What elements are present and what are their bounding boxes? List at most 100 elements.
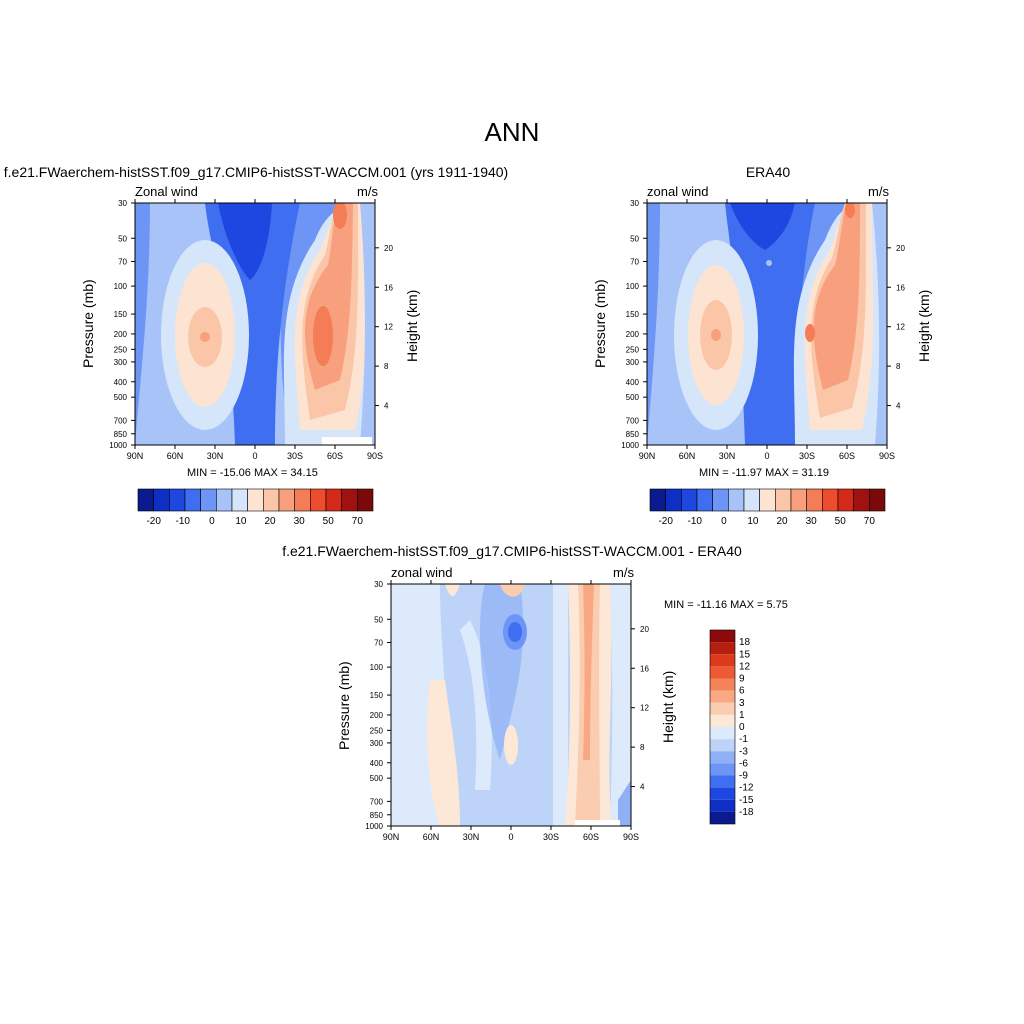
y-tick-label: 50 xyxy=(630,234,639,243)
colorbar-swatch xyxy=(184,488,201,512)
panel-2-units: m/s xyxy=(868,184,889,199)
x-tick-label: 30S xyxy=(543,832,559,842)
y-tick-label: 700 xyxy=(626,416,640,425)
y-tick-label: 300 xyxy=(114,358,128,367)
colorbar-swatch xyxy=(728,488,745,512)
y2-tick-label: 16 xyxy=(384,283,393,292)
y2-tick-label: 12 xyxy=(896,323,905,332)
x-tick-label: 60S xyxy=(327,451,343,461)
colorbar-swatch xyxy=(710,690,735,703)
y2-tick-label: 4 xyxy=(640,783,645,792)
colorbar-swatch xyxy=(710,678,735,691)
colorbar-label: 9 xyxy=(739,674,745,685)
y2-tick-label: 4 xyxy=(384,402,389,411)
y-tick-label: 50 xyxy=(374,615,383,624)
colorbar-swatch xyxy=(775,488,792,512)
colorbar-swatch xyxy=(710,654,735,667)
x-tick-label: 90N xyxy=(639,451,656,461)
colorbar-swatch xyxy=(759,488,776,512)
colorbar-swatch xyxy=(681,488,698,512)
y-tick-label: 100 xyxy=(114,282,128,291)
colorbar-swatch xyxy=(710,666,735,679)
y2-tick-label: 8 xyxy=(384,362,389,371)
y-tick-label: 200 xyxy=(114,330,128,339)
y-tick-label: 300 xyxy=(370,739,384,748)
y-tick-label: 30 xyxy=(630,199,639,208)
panel-2-field xyxy=(647,203,887,445)
y-tick-label: 400 xyxy=(626,378,640,387)
colorbar-label: 30 xyxy=(806,516,818,527)
colorbar-label: 50 xyxy=(835,516,847,527)
colorbar-label: 18 xyxy=(739,637,751,648)
x-tick-label: 90S xyxy=(623,832,639,842)
x-tick-label: 0 xyxy=(252,451,257,461)
colorbar-label: 3 xyxy=(739,698,745,709)
y-tick-label: 70 xyxy=(118,257,127,266)
colorbar-swatch xyxy=(790,488,807,512)
y-tick-label: 1000 xyxy=(621,441,639,450)
colorbar-layer: -20 -10 0 10 20 30 50 70 -20 -10 0 10 20 30 50 70181512… xyxy=(137,488,886,825)
x-tick-label: 0 xyxy=(508,832,513,842)
y-tick-label: 850 xyxy=(370,811,384,820)
x-tick-label: 0 xyxy=(764,451,769,461)
colorbar-label: 10 xyxy=(235,516,247,527)
x-tick-label: 90N xyxy=(383,832,400,842)
x-tick-label: 90S xyxy=(879,451,895,461)
panel-3-left-label: zonal wind xyxy=(391,565,453,580)
y2-tick-label: 20 xyxy=(896,244,905,253)
colorbar-swatch xyxy=(169,488,186,512)
colorbar-label: 70 xyxy=(864,516,876,527)
y-tick-label: 200 xyxy=(626,330,640,339)
colorbar-swatch xyxy=(710,739,735,752)
panel-3-title: f.e21.FWaerchem-histSST.f09_g17.CMIP6-hi… xyxy=(282,543,742,559)
colorbar-swatch xyxy=(712,488,729,512)
panel-3-stats: MIN = -11.16 MAX = 5.75 xyxy=(664,599,788,611)
y-tick-label: 500 xyxy=(114,393,128,402)
x-tick-label: 90S xyxy=(367,451,383,461)
panel-2-left-label: zonal wind xyxy=(647,184,709,199)
colorbar-label: 0 xyxy=(209,516,215,527)
panel-2-title: ERA40 xyxy=(745,164,791,180)
colorbar-frame xyxy=(709,629,736,825)
colorbar-swatch xyxy=(357,488,374,512)
colorbar-swatch xyxy=(710,702,735,715)
colorbar-swatch xyxy=(806,488,823,512)
y2-tick-label: 12 xyxy=(384,323,393,332)
colorbar-swatch xyxy=(869,488,886,512)
colorbar-label: 10 xyxy=(747,516,759,527)
y-tick-label: 1000 xyxy=(365,822,383,831)
y-tick-label: 850 xyxy=(626,430,640,439)
colorbar-swatch xyxy=(853,488,870,512)
y2-tick-label: 4 xyxy=(896,402,901,411)
y-tick-label: 500 xyxy=(626,393,640,402)
y-tick-label: 850 xyxy=(114,430,128,439)
y-tick-label: 100 xyxy=(626,282,640,291)
colorbar-swatch xyxy=(837,488,854,512)
panel-1-units: m/s xyxy=(357,184,378,199)
x-tick-label: 60N xyxy=(167,451,184,461)
colorbar-swatch xyxy=(743,488,760,512)
colorbar-swatch xyxy=(710,799,735,812)
colorbar-label: 12 xyxy=(739,661,751,672)
colorbar-label: -20 xyxy=(658,516,673,527)
panel-3-field xyxy=(391,584,631,826)
colorbar-swatch xyxy=(153,488,170,512)
colorbar-label: -3 xyxy=(739,746,748,757)
main-title: ANN xyxy=(484,117,540,147)
colorbar-label: -12 xyxy=(739,783,754,794)
y-tick-label: 50 xyxy=(118,234,127,243)
y2-tick-label: 20 xyxy=(384,244,393,253)
y-tick-label: 400 xyxy=(370,759,384,768)
colorbar-swatch xyxy=(341,488,358,512)
colorbar-swatch xyxy=(247,488,264,512)
x-tick-label: 60S xyxy=(583,832,599,842)
colorbar-swatch xyxy=(137,488,154,512)
y-tick-label: 30 xyxy=(374,580,383,589)
colorbar-swatch xyxy=(710,727,735,740)
y2-tick-label: 16 xyxy=(640,664,649,673)
panel-1-field xyxy=(135,203,375,445)
x-tick-label: 60S xyxy=(839,451,855,461)
y-tick-label: 200 xyxy=(370,711,384,720)
x-tick-label: 60N xyxy=(679,451,696,461)
